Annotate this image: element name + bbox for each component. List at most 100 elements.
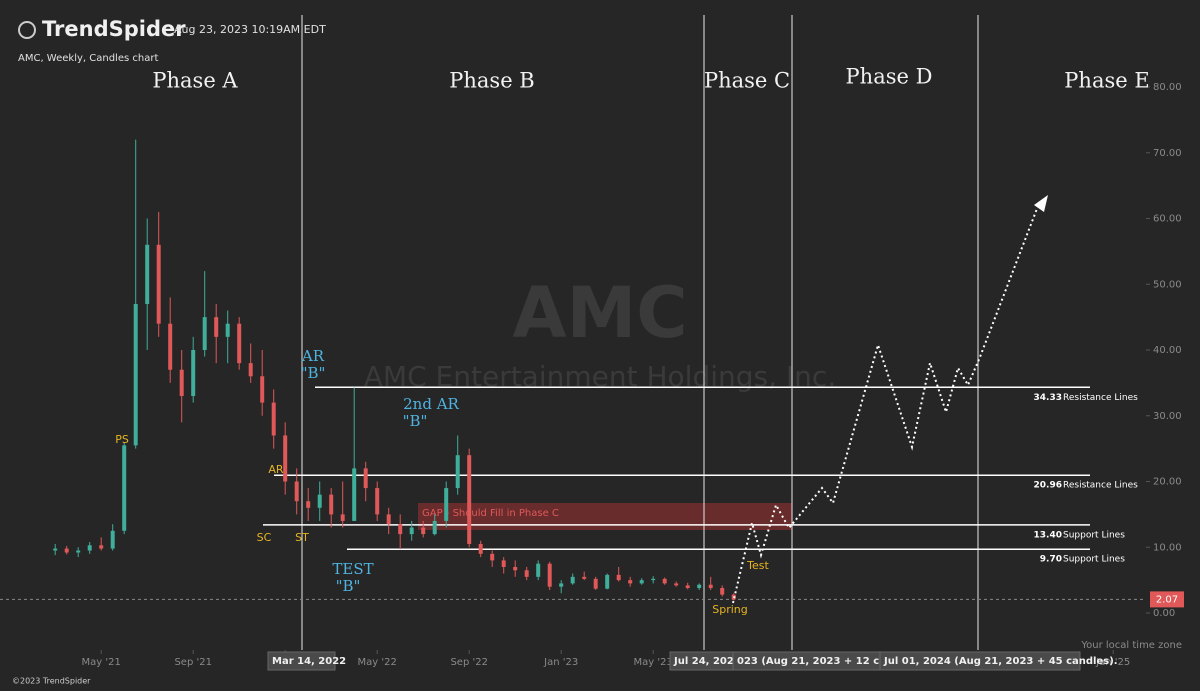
phase-label: Phase D [846, 65, 933, 89]
x-tick-label: May '21 [82, 657, 121, 668]
candle-body [432, 520, 437, 535]
date-marker: Jul 24, 2023 [673, 656, 741, 667]
candle-body [76, 550, 81, 553]
level-value: 20.96 [1034, 481, 1062, 491]
logo-icon [18, 21, 36, 39]
candle-body [409, 527, 414, 535]
annotation: "B" [403, 412, 428, 430]
candle-body [375, 488, 380, 515]
level-value: 13.40 [1034, 530, 1062, 540]
candle-body [501, 560, 506, 567]
logo: TrendSpider Aug 23, 2023 10:19AM EDT AMC… [18, 17, 326, 64]
annotation: AR [301, 347, 325, 365]
candle-body [421, 527, 426, 535]
projection-arrow [1034, 195, 1048, 212]
annotation: Spring [712, 603, 748, 616]
annotation: "B" [336, 577, 361, 595]
candle-body [536, 563, 541, 577]
level-value: 9.70 [1040, 555, 1062, 565]
candle-body [720, 588, 725, 595]
candle-body [363, 468, 368, 489]
x-tick-label: May '22 [358, 657, 397, 668]
annotation: TEST [332, 560, 373, 578]
brand: TrendSpider [42, 17, 186, 41]
candle-body [697, 584, 702, 589]
candle-body [639, 580, 644, 584]
date-marker: Mar 14, 2022 [272, 656, 346, 667]
candle-body [271, 402, 276, 436]
candle-body [202, 317, 207, 350]
candle-body [317, 494, 322, 508]
phase-label: Phase A [152, 69, 238, 93]
x-tick-label: May '23 [634, 657, 673, 668]
candle-body [467, 455, 472, 544]
candle-body [248, 363, 253, 377]
candle-body [214, 317, 219, 337]
candle-body [329, 494, 334, 515]
last-price-label: 2.07 [1156, 594, 1178, 605]
level-name: Support Lines [1063, 530, 1125, 540]
candle-body [306, 501, 311, 508]
candle-body [133, 303, 138, 446]
candle-body [340, 514, 345, 521]
candle-body [168, 323, 173, 370]
candle-body [593, 578, 598, 589]
annotation: ST [295, 531, 309, 544]
y-tick-label: 70.00 [1153, 148, 1182, 159]
annotation: PS [115, 433, 129, 446]
candle-body [628, 580, 633, 584]
candle-body [570, 576, 575, 584]
x-tick-label: Sep '22 [450, 657, 488, 668]
candle-body [352, 468, 357, 521]
candle-body [651, 578, 656, 581]
annotation: 2nd AR [403, 395, 459, 413]
level-name: Resistance Lines [1063, 481, 1138, 491]
level-name: Resistance Lines [1063, 393, 1138, 403]
phase-label: Phase C [704, 69, 790, 93]
y-tick-label: 40.00 [1153, 345, 1182, 356]
candle-body [662, 578, 667, 584]
candle-body [145, 244, 150, 304]
date-marker: Jul 01, 2024 (Aug 21, 2023 + 45 candles)… [883, 656, 1118, 667]
watermark-name: AMC Entertainment Holdings, Inc. [364, 360, 836, 393]
candle-body [605, 574, 610, 589]
candle-body [122, 445, 127, 531]
x-tick-label: Jan '23 [543, 657, 578, 668]
candle-body [444, 488, 449, 521]
candle-body [64, 548, 69, 553]
candle-body [547, 563, 552, 587]
candle-body [156, 244, 161, 324]
annotation: SC [257, 531, 272, 544]
candle-body [559, 583, 564, 587]
subtitle: AMC, Weekly, Candles chart [18, 53, 158, 64]
timezone: Your local time zone [1080, 640, 1182, 651]
candle-body [294, 481, 299, 502]
x-tick-label: Jan '25 [1095, 657, 1130, 668]
timestamp: Aug 23, 2023 10:19AM EDT [174, 23, 326, 36]
candle-body [685, 585, 690, 589]
last-price-box [1150, 591, 1184, 608]
candle-body [283, 435, 288, 482]
candle-body [179, 369, 184, 397]
gap-label: GAP - Should Fill in Phase C [422, 508, 559, 519]
candle-body [260, 376, 265, 403]
date-marker: 023 (Aug 21, 2023 + 12 candle [737, 656, 911, 667]
annotation: AR [268, 463, 284, 476]
candle-body [53, 548, 58, 551]
date-marker-box [879, 651, 1081, 671]
candle-body [674, 583, 679, 586]
y-tick-label: 60.00 [1153, 214, 1182, 225]
candle-body [478, 543, 483, 554]
y-tick-label: 50.00 [1153, 279, 1182, 290]
candle-body [513, 566, 518, 571]
phase-label: Phase E [1064, 69, 1149, 93]
x-tick-label: Sep '21 [174, 657, 212, 668]
y-tick-label: 20.00 [1153, 477, 1182, 488]
annotation: "B" [301, 364, 326, 382]
level-name: Support Lines [1063, 555, 1125, 565]
candle-body [708, 584, 713, 589]
level-value: 34.33 [1034, 393, 1062, 403]
candle-body [582, 576, 587, 579]
